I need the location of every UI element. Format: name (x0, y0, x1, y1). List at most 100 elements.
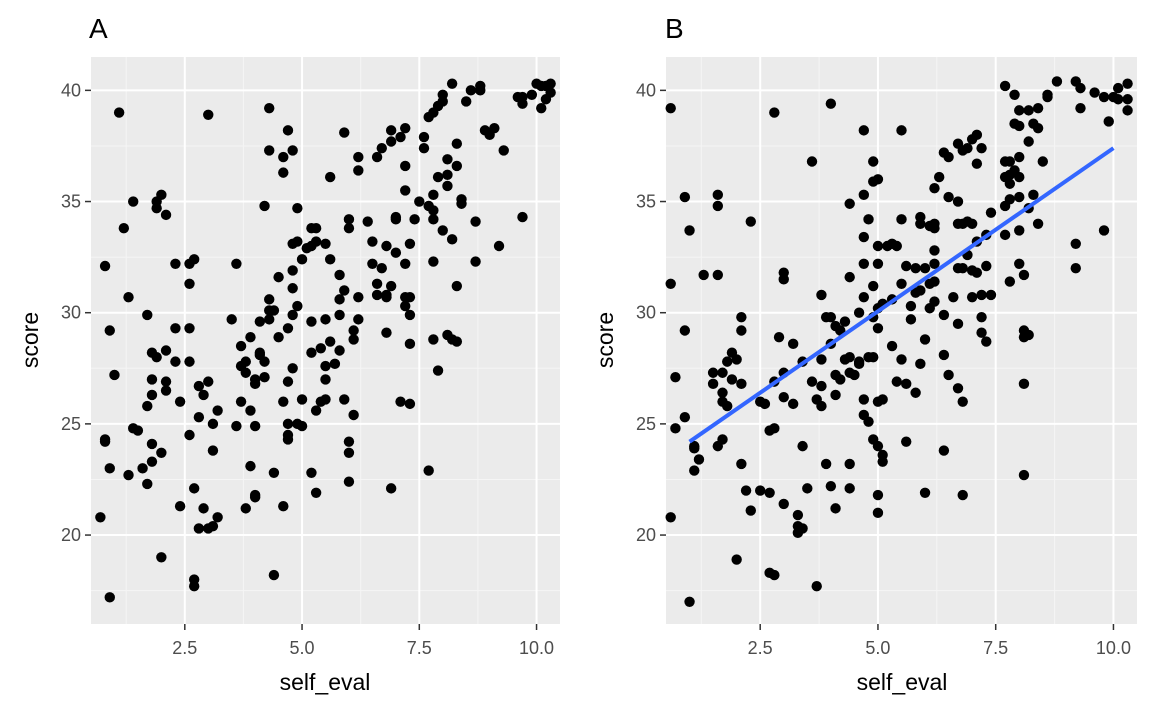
data-point (231, 420, 242, 432)
data-point (1009, 89, 1020, 101)
panel-a-title: A (89, 13, 108, 44)
data-point (1028, 189, 1039, 201)
data-point (1023, 105, 1034, 116)
x-tick-label: 10.0 (1096, 638, 1131, 658)
data-point (371, 151, 383, 163)
data-point (437, 225, 448, 236)
data-point (844, 483, 855, 494)
data-point (320, 374, 331, 385)
data-point (146, 389, 158, 401)
data-point (773, 331, 785, 343)
data-point (339, 127, 350, 138)
data-point (348, 334, 359, 345)
data-point (778, 498, 789, 510)
data-point (264, 145, 275, 156)
data-point (1004, 156, 1016, 167)
panel-a-x-axis-title: self_eval (280, 669, 371, 695)
panel-a-x-ticks: 2.5 5.0 7.5 10.0 (172, 624, 554, 658)
data-point (109, 369, 120, 381)
data-point (835, 374, 846, 385)
data-point (264, 294, 275, 305)
data-point (400, 122, 411, 134)
data-point (104, 463, 115, 474)
data-point (367, 236, 378, 247)
data-point (844, 198, 855, 209)
data-point (1023, 329, 1034, 341)
data-point (160, 209, 172, 221)
x-tick-label: 2.5 (172, 638, 197, 658)
panel-a-y-ticks: 20 25 30 35 40 (61, 80, 91, 545)
data-point (226, 314, 237, 325)
data-point (376, 142, 387, 154)
data-point (353, 165, 364, 176)
data-point (442, 169, 453, 181)
data-point (1037, 156, 1049, 167)
data-point (1018, 378, 1030, 390)
data-point (128, 196, 139, 207)
data-point (966, 218, 978, 229)
data-point (670, 371, 681, 383)
data-point (146, 456, 158, 467)
data-point (212, 405, 223, 416)
data-point (493, 240, 505, 252)
data-point (207, 418, 219, 430)
data-point (736, 458, 747, 470)
data-point (395, 396, 406, 407)
data-point (123, 291, 134, 303)
data-point (740, 485, 752, 496)
data-point (310, 405, 322, 416)
data-point (381, 240, 392, 252)
data-point (844, 458, 855, 470)
data-point (830, 389, 841, 401)
data-point (816, 380, 827, 392)
panel-a-grid-major (91, 57, 560, 624)
data-point (769, 423, 780, 434)
data-point (254, 347, 266, 358)
data-point (726, 374, 738, 385)
data-point (929, 223, 940, 234)
data-point (731, 354, 742, 365)
data-point (400, 258, 411, 269)
data-point (395, 131, 406, 143)
data-point (731, 554, 742, 565)
data-point (679, 412, 691, 423)
data-point (839, 316, 851, 327)
data-point (207, 520, 219, 532)
data-point (400, 300, 411, 312)
data-point (896, 278, 907, 289)
data-point (665, 102, 676, 114)
data-point (371, 289, 383, 301)
data-point (404, 338, 416, 350)
data-point (901, 378, 912, 390)
data-point (1112, 94, 1124, 105)
panel-b: B 2.5 5.0 7.5 10.0 20 25 30 35 40 self_eval sco… (592, 13, 1137, 695)
data-point (240, 503, 251, 514)
panel-a-points (95, 78, 556, 603)
data-point (769, 107, 780, 118)
data-point (863, 214, 874, 225)
data-point (1032, 122, 1044, 134)
data-point (849, 369, 860, 381)
data-point (844, 271, 855, 283)
data-point (891, 376, 902, 387)
data-point (981, 260, 992, 272)
data-point (203, 376, 214, 387)
panel-b-x-ticks: 2.5 5.0 7.5 10.0 (748, 624, 1131, 658)
data-point (343, 476, 355, 487)
data-point (929, 182, 940, 194)
data-point (1122, 105, 1133, 116)
data-point (306, 316, 317, 327)
data-point (717, 367, 728, 378)
data-point (123, 469, 134, 481)
data-point (207, 445, 219, 456)
data-point (919, 263, 931, 274)
data-point (240, 367, 251, 378)
data-point (254, 316, 266, 327)
data-point (868, 156, 879, 167)
data-point (929, 276, 940, 287)
y-tick-label: 25 (636, 414, 656, 434)
data-point (142, 478, 153, 490)
data-point (137, 463, 148, 474)
data-point (1032, 102, 1044, 114)
data-point (310, 487, 322, 499)
